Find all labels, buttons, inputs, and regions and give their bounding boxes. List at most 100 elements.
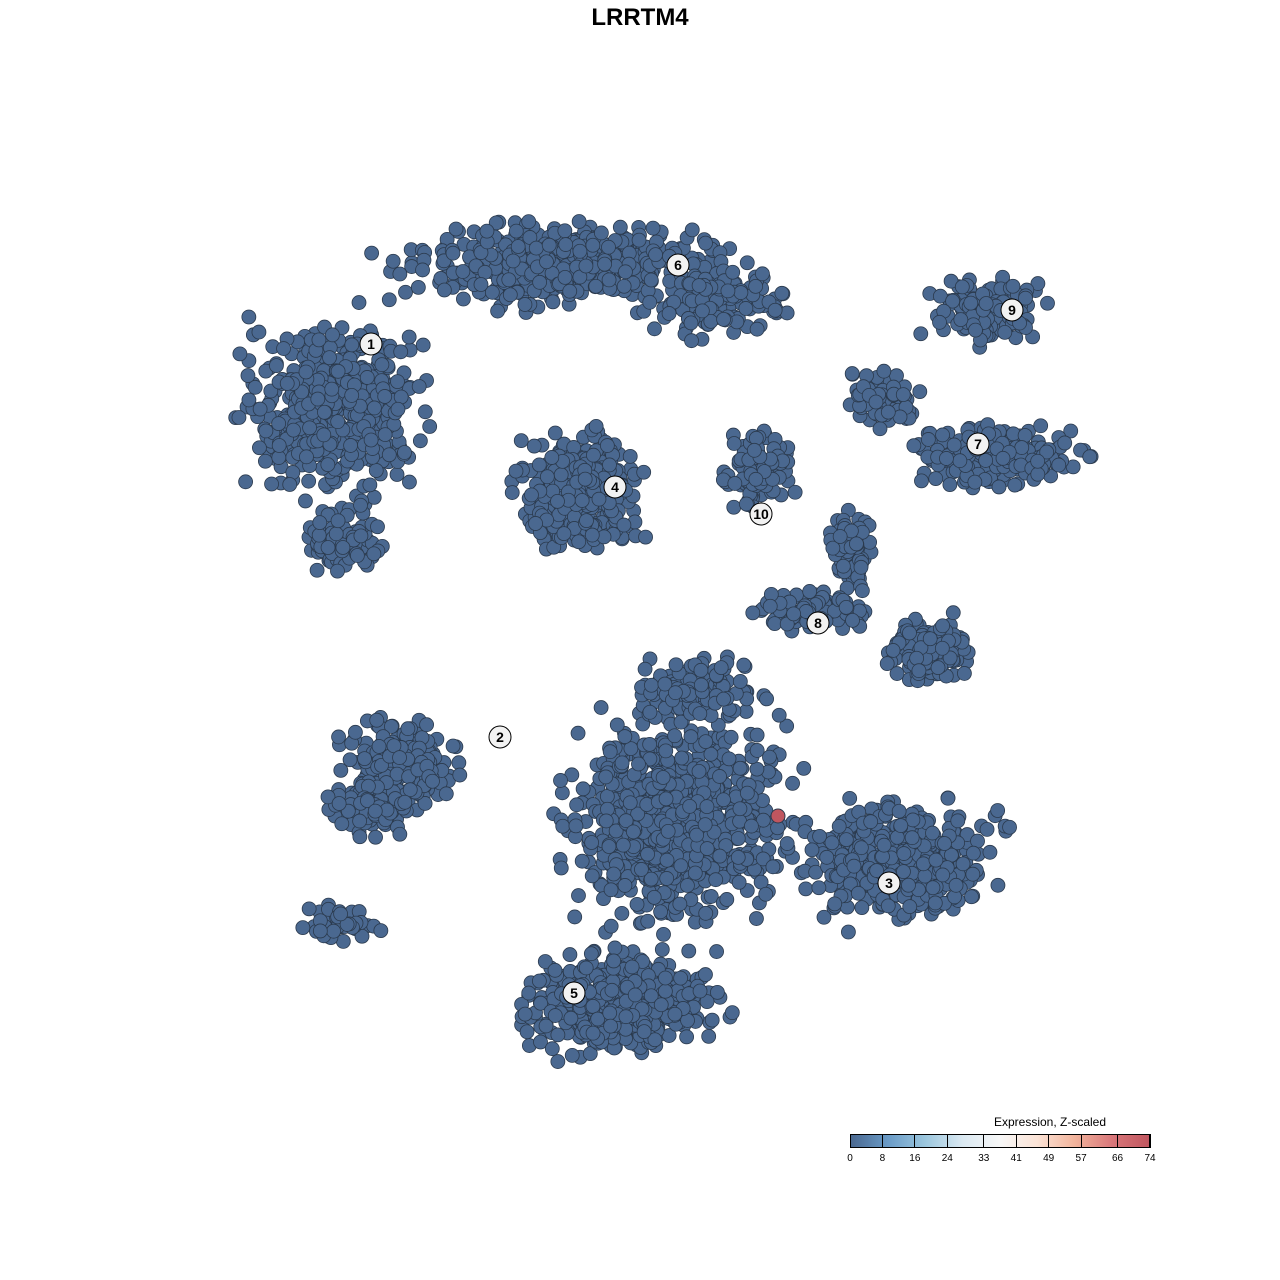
cell-point xyxy=(796,760,812,776)
cell-point xyxy=(571,888,586,903)
cell-point xyxy=(709,944,724,959)
cell-point xyxy=(935,427,950,443)
cell-point xyxy=(736,657,752,673)
cell-point xyxy=(727,476,743,491)
cell-point xyxy=(353,528,369,544)
cell-point xyxy=(691,763,707,779)
cell-point xyxy=(528,516,543,531)
cell-point xyxy=(554,785,570,801)
cell-point xyxy=(366,546,382,562)
cell-point xyxy=(264,476,279,492)
cell-point xyxy=(393,344,409,360)
cell-point xyxy=(968,322,983,338)
cell-point xyxy=(710,984,725,1000)
cell-point xyxy=(622,795,638,811)
cell-point xyxy=(294,384,310,400)
cell-point xyxy=(657,983,673,999)
legend-tick-label: 57 xyxy=(1075,1153,1087,1164)
cell-point xyxy=(328,526,344,542)
cell-point xyxy=(627,987,643,1003)
cell-point xyxy=(928,852,944,868)
cluster-label: 9 xyxy=(1008,302,1016,318)
cell-point xyxy=(699,799,715,814)
cell-point xyxy=(804,842,820,858)
legend-tick-label: 16 xyxy=(909,1153,921,1164)
cell-point xyxy=(1082,449,1098,465)
cell-point xyxy=(661,306,677,321)
cell-point xyxy=(618,264,633,280)
cell-point xyxy=(774,285,790,301)
cell-point xyxy=(725,264,741,280)
cell-point xyxy=(978,453,994,468)
cell-point xyxy=(547,425,563,441)
cell-point xyxy=(631,232,647,248)
cell-point xyxy=(745,605,761,621)
cell-point xyxy=(586,447,601,463)
cell-point xyxy=(539,254,554,270)
cell-point xyxy=(617,729,633,744)
cell-point xyxy=(642,704,658,720)
cell-point xyxy=(668,685,683,701)
cell-point xyxy=(324,381,340,397)
cluster-label: 1 xyxy=(367,336,375,352)
cell-point xyxy=(1051,457,1067,473)
cell-point xyxy=(1014,440,1030,455)
cell-point xyxy=(390,374,405,389)
cell-point xyxy=(667,728,683,744)
cell-point xyxy=(990,803,1006,818)
cell-point xyxy=(716,311,731,327)
cell-point xyxy=(231,410,247,425)
cell-point xyxy=(730,831,746,846)
cell-point xyxy=(377,389,393,404)
cell-point xyxy=(501,272,517,288)
cell-point xyxy=(915,856,931,872)
cell-point xyxy=(925,880,941,896)
cell-point xyxy=(410,279,426,295)
cell-point xyxy=(398,284,413,300)
cell-point xyxy=(585,1025,601,1041)
cell-point xyxy=(912,384,928,400)
cell-point xyxy=(646,889,662,905)
cell-point xyxy=(392,750,407,765)
cell-point xyxy=(617,878,633,893)
cell-point xyxy=(937,836,952,851)
cell-point xyxy=(316,427,332,443)
cell-point xyxy=(942,477,958,492)
cell-point xyxy=(402,474,417,490)
cell-point xyxy=(672,896,688,912)
cell-point xyxy=(558,237,574,252)
cell-point xyxy=(342,752,358,768)
cell-point xyxy=(832,529,848,544)
cell-point xyxy=(893,818,909,833)
cell-point xyxy=(349,548,365,563)
cell-point xyxy=(638,529,653,545)
cell-point xyxy=(896,864,911,880)
cell-point xyxy=(1030,466,1046,482)
cell-point xyxy=(241,392,257,408)
cell-point xyxy=(927,895,943,911)
cell-point xyxy=(436,282,452,298)
legend-tick-label: 24 xyxy=(941,1153,953,1164)
cell-point xyxy=(544,1041,560,1057)
cell-point xyxy=(385,253,401,269)
legend-tick-label: 41 xyxy=(1010,1153,1022,1164)
cell-point xyxy=(909,650,925,666)
cell-point xyxy=(330,513,346,529)
cell-point xyxy=(719,892,735,907)
cell-point xyxy=(835,558,851,574)
cell-point xyxy=(1005,278,1021,294)
cluster-label: 2 xyxy=(496,729,504,745)
cell-point xyxy=(392,266,408,282)
cell-point xyxy=(402,782,418,798)
cell-point xyxy=(692,706,708,722)
cell-point xyxy=(330,363,346,379)
cell-point xyxy=(703,746,719,762)
cell-point xyxy=(298,364,314,380)
cell-point xyxy=(572,243,588,259)
cell-point xyxy=(1030,453,1046,469)
cell-point xyxy=(510,239,526,254)
cell-point xyxy=(812,828,827,844)
cell-point xyxy=(364,245,380,261)
cell-point xyxy=(885,643,901,658)
cell-point xyxy=(683,729,699,745)
